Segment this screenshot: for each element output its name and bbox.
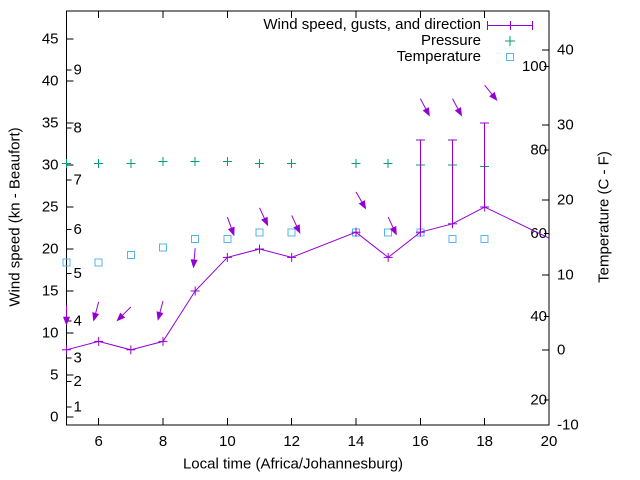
beaufort-scale-label: 2 [74, 373, 82, 390]
y-tick-label-kn: 20 [42, 241, 59, 258]
y-tick-label-celsius: 40 [557, 42, 574, 59]
wind-arrow-head [227, 226, 235, 237]
y-tick-label-kn: 0 [50, 409, 58, 426]
wind-arrow-shaft [121, 306, 132, 316]
temperature-point [480, 235, 489, 243]
fahrenheit-scale-label: 20 [530, 392, 547, 409]
temperature-point [287, 228, 296, 237]
beaufort-scale-label: 1 [74, 398, 82, 415]
wind-arrow-head [454, 107, 463, 117]
temperature-point [94, 258, 103, 267]
x-tick-label: 14 [348, 433, 365, 450]
plot-frame [66, 10, 550, 426]
temperature-point [223, 235, 232, 243]
wind-arrow-head [190, 259, 198, 269]
y-tick-label-kn: 5 [50, 367, 58, 384]
tick-labels: 6 8 10 12 14 16 18 20051015202530354045-1001020… [42, 31, 579, 451]
y-tick-label-celsius: 20 [557, 192, 574, 209]
y-tick-label-kn: 10 [42, 325, 59, 342]
temperature-point [62, 258, 71, 267]
wind-arrow-head [62, 316, 71, 326]
x-tick-label: 6 [94, 433, 102, 450]
wind-arrow-head [261, 216, 269, 227]
wind-arrow-head [389, 226, 397, 236]
fahrenheit-scale-label: 100 [522, 58, 547, 75]
wind-arrow-head [489, 91, 498, 102]
temperature-point [191, 235, 200, 243]
beaufort-scale-label: 8 [74, 120, 82, 137]
wind-arrow-head [92, 312, 100, 322]
y-tick-label-kn: 40 [42, 73, 59, 90]
wind-arrow-shaft [226, 216, 232, 229]
beaufort-scale-label: 3 [74, 350, 82, 367]
y-axis-label-right: Temperature (C - F) [595, 151, 613, 283]
wind-speed-line [66, 206, 550, 351]
temperature-point [159, 243, 167, 252]
x-tick-label: 18 [476, 433, 493, 450]
wind-arrow-shaft [193, 248, 196, 261]
y-axis-label-left: Wind speed (kn - Beaufort) [6, 127, 24, 307]
fahrenheit-scale-label: 80 [530, 142, 547, 159]
wind-arrow-head [116, 312, 126, 322]
beaufort-scale-label: 6 [74, 221, 82, 238]
x-axis-label: Local time (Africa/Johannesburg) [182, 455, 404, 473]
wind-series [62, 202, 550, 355]
y-tick-label-celsius: 10 [557, 267, 574, 284]
temperature-point [384, 228, 393, 237]
wind-arrow-shaft [159, 300, 164, 313]
y-tick-label-kn: 45 [42, 31, 59, 48]
wind-arrow-shaft [259, 207, 266, 219]
temperature-point [448, 235, 457, 243]
temperature-point [126, 250, 135, 259]
fahrenheit-scale-label: 40 [530, 308, 547, 325]
wind-arrow-shaft [387, 216, 394, 229]
wind-arrow-shaft [452, 98, 459, 110]
y-tick-label-celsius: -10 [557, 417, 579, 434]
wind-arrow-head [293, 224, 301, 234]
temperature-point [255, 228, 264, 237]
beaufort-scale-label: 4 [74, 313, 82, 330]
x-tick-label: 20 [541, 433, 558, 450]
beaufort-scale-label: 7 [74, 172, 82, 189]
y-tick-label-celsius: 30 [557, 117, 574, 134]
axes [66, 10, 550, 426]
wind-arrow-shaft [355, 191, 363, 203]
y-tick-label-kn: 15 [42, 283, 59, 300]
x-tick-label: 8 [159, 433, 167, 450]
wind-arrow-shaft [419, 98, 427, 110]
wind-direction-arrows [62, 84, 498, 326]
pressure-series [62, 157, 490, 172]
wind-arrow-head [422, 107, 430, 117]
wind-arrow-shaft [291, 215, 298, 227]
wind-arrow-shaft [95, 301, 100, 314]
x-tick-label: 16 [412, 433, 429, 450]
gust-bars [415, 122, 490, 233]
y-tick-label-kn: 35 [42, 115, 59, 132]
temperature-series [62, 228, 489, 267]
beaufort-scale-label: 5 [74, 265, 82, 282]
wind-arrow-head [358, 200, 367, 210]
x-tick-label: 12 [283, 433, 300, 450]
y-tick-label-kn: 30 [42, 157, 59, 174]
wind-arrow-shaft [484, 84, 493, 95]
beaufort-scale-label: 9 [74, 62, 82, 79]
wind-arrow-head [156, 311, 164, 321]
y-tick-label-celsius: 0 [557, 342, 565, 359]
x-tick-label: 10 [219, 433, 236, 450]
y-tick-label-kn: 25 [42, 199, 59, 216]
